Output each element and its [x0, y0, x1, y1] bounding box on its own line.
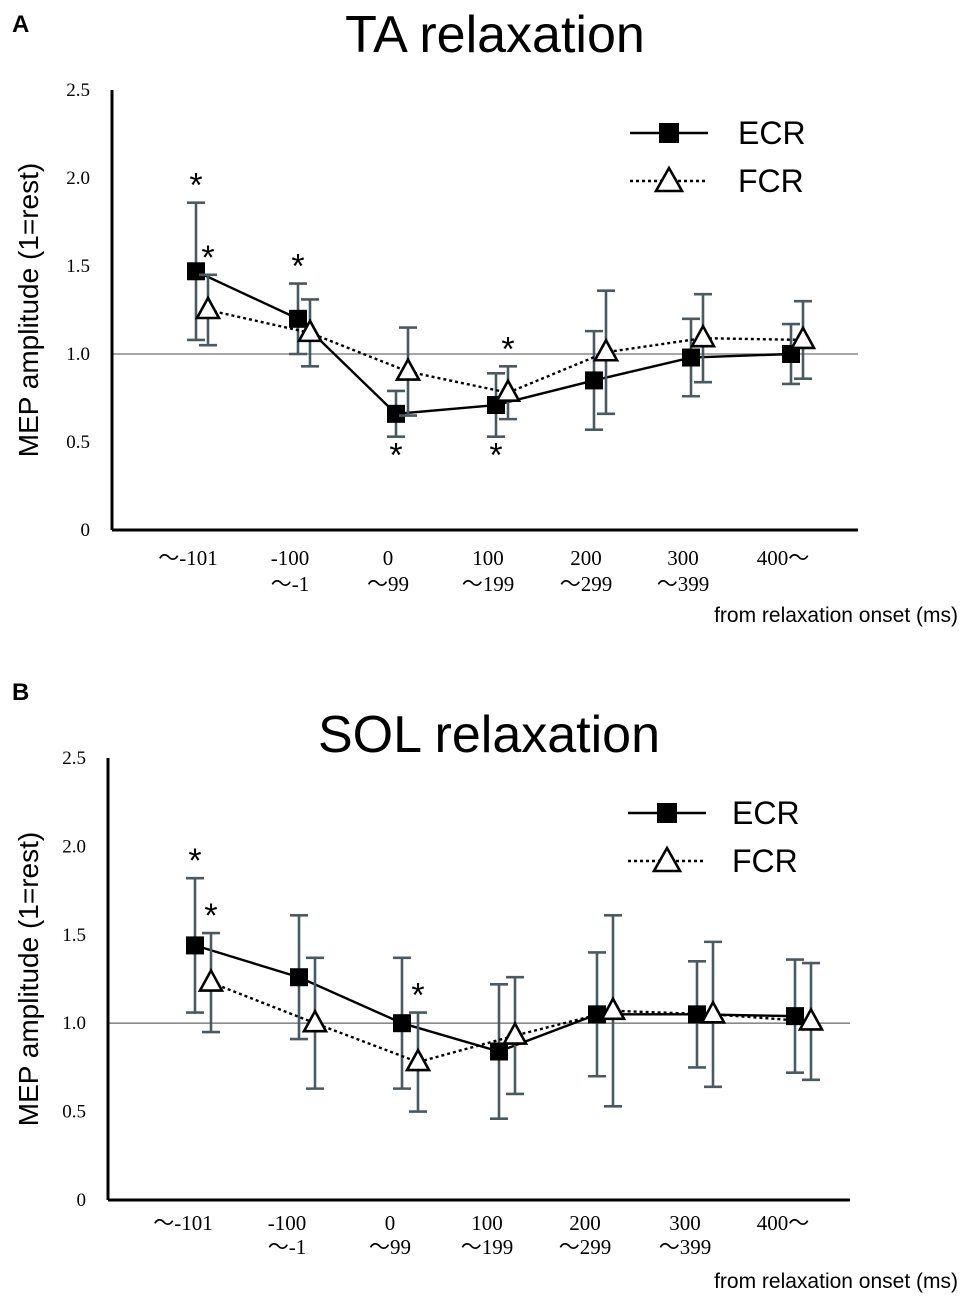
- panel-b-y-tick-label: 2.0: [62, 836, 86, 857]
- panel-b-y-tick-label: 2.5: [62, 748, 86, 769]
- panel-a-series-fcr-point: [789, 325, 817, 350]
- panel-a-series-fcr-point: [296, 318, 324, 343]
- panel-b-title: SOL relaxation: [318, 706, 660, 764]
- panel-a-series-ecr-point: [585, 371, 603, 390]
- panel-b-series-ecr-significance-star: *: [188, 842, 201, 880]
- panel-a-series-fcr-significance-star: *: [501, 330, 514, 368]
- panel-b-letter: B: [12, 679, 29, 706]
- panel-a-y-tick-label: 2.0: [66, 168, 90, 189]
- panel-a-series-fcr-significance-star: *: [201, 239, 214, 277]
- panel-b-y-tick-label: 0: [77, 1190, 87, 1211]
- panel-b-x-tick-label: -100: [268, 1211, 307, 1235]
- panel-b-x-tick-label-sub: ～99: [369, 1235, 411, 1259]
- panel-b-x-tick-label: 100: [471, 1211, 503, 1235]
- panel-a-x-tick-label-sub: ～-1: [271, 572, 310, 596]
- panel-a-legend-ecr-marker: [659, 123, 679, 143]
- panel-a-series-ecr-point: [682, 348, 700, 367]
- panel-b-legend-ecr-marker: [657, 803, 677, 823]
- panel-a-series-ecr-point: [387, 404, 405, 423]
- panel-b-x-tick-label-sub: ～399: [659, 1235, 712, 1259]
- panel-a-y-axis-label: MEP amplitude (1=rest): [13, 163, 44, 457]
- panel-b-series-ecr-point: [786, 1007, 804, 1026]
- panel-a-legend-fcr-label: FCR: [738, 163, 804, 199]
- panel-b-legend-fcr-label: FCR: [732, 843, 798, 879]
- panel-b-series-fcr-point: [301, 1008, 329, 1033]
- panel-b-x-axis-label: from relaxation onset (ms): [714, 1270, 958, 1293]
- panel-b-series-ecr-point: [393, 1014, 411, 1033]
- panel-b-series-ecr-point: [688, 1005, 706, 1024]
- panel-a-x-tick-label: 200: [570, 546, 602, 570]
- panel-b-series-ecr-point: [490, 1042, 508, 1061]
- panel-a-y-tick-label: 2.5: [66, 80, 90, 101]
- panel-b-y-tick-label: 1.5: [62, 925, 86, 946]
- panel-b-series-fcr-point: [501, 1020, 529, 1045]
- panel-a-series-ecr-point: [289, 309, 307, 328]
- panel-b-x-tick-label: ～-101: [153, 1211, 213, 1235]
- panel-b-series-fcr-point: [599, 996, 627, 1021]
- panel-b-y-tick-label: 1.0: [62, 1013, 86, 1034]
- panel-b-series-fcr-point: [197, 967, 225, 992]
- panel-a-x-tick-label: ～-101: [158, 546, 218, 570]
- panel-a-series-fcr-point: [494, 378, 522, 403]
- panel-b-series-fcr-point: [404, 1047, 432, 1072]
- panel-a-letter: A: [12, 11, 29, 38]
- panel-b-series-fcr-significance-star: *: [411, 977, 424, 1015]
- panel-b-y-tick-label: 0.5: [62, 1102, 86, 1123]
- panel-a-x-tick-label: 300: [667, 546, 699, 570]
- panel-a-x-tick-label: 400～: [757, 546, 810, 570]
- panel-a-y-tick-label: 0.5: [66, 432, 90, 453]
- panel-b-series-ecr-point: [290, 968, 308, 987]
- panel-a-x-tick-label-sub: ～99: [367, 572, 409, 596]
- panel-a-x-tick-label: 0: [383, 546, 394, 570]
- panel-b-y-axis-label: MEP amplitude (1=rest): [13, 832, 44, 1126]
- panel-b-x-tick-label-sub: ～299: [559, 1235, 612, 1259]
- panel-a-series-ecr-significance-star: *: [189, 167, 202, 205]
- panel-b-x-tick-label: 200: [569, 1211, 601, 1235]
- panel-a-y-tick-label: 1.0: [66, 344, 90, 365]
- panel-a-x-axis-label: from relaxation onset (ms): [714, 604, 958, 627]
- panel-a-series-ecr-significance-star: *: [389, 437, 402, 475]
- panel-b-series-fcr-point: [797, 1006, 825, 1031]
- panel-b-x-tick-label-sub: ～-1: [268, 1235, 307, 1259]
- panel-a-chart: A TA relaxation 0 0.5 1.0 1.5 2.0 2.5 MEP amplit…: [12, 6, 958, 627]
- panel-a-legend-ecr-label: ECR: [738, 115, 806, 151]
- panel-a-x-tick-label: -100: [271, 546, 310, 570]
- panel-a-x-tick-label-sub: ～399: [657, 572, 710, 596]
- panel-a-series-fcr-point: [394, 356, 422, 381]
- panel-b-x-tick-label: 0: [385, 1211, 396, 1235]
- panel-a-series-fcr-point: [689, 323, 717, 348]
- panel-a-series-ecr-point: [782, 345, 800, 363]
- panel-a-series-fcr-point: [194, 295, 222, 320]
- panel-b-chart: B SOL relaxation 0 0.5 1.0 1.5 2.0 2.5 MEP ampli…: [12, 679, 958, 1293]
- panel-b-legend-fcr-marker: [651, 845, 683, 873]
- panel-b-x-tick-label: 300: [669, 1211, 701, 1235]
- panel-b-series-fcr-significance-star: *: [204, 897, 217, 935]
- panel-a-title: TA relaxation: [345, 6, 645, 64]
- panel-a-series-ecr-significance-star: *: [489, 437, 502, 475]
- panel-a-x-tick-label: 100: [472, 546, 504, 570]
- panel-a-x-tick-label-sub: ～299: [560, 572, 613, 596]
- panel-a-legend-fcr-marker: [653, 165, 685, 193]
- panel-b-series-ecr-point: [186, 936, 204, 955]
- panel-b-x-tick-label: 400～: [757, 1211, 810, 1235]
- panel-a-x-tick-label-sub: ～199: [462, 572, 515, 596]
- panel-a-y-tick-label: 0: [81, 520, 91, 541]
- panel-b-legend-ecr-label: ECR: [732, 795, 800, 831]
- panel-a-series-fcr-point: [592, 337, 620, 362]
- panel-a-series-ecr-significance-star: *: [291, 248, 304, 286]
- panel-b-x-tick-label-sub: ～199: [461, 1235, 514, 1259]
- panel-b-series-fcr-point: [699, 999, 727, 1024]
- panel-a-y-tick-label: 1.5: [66, 256, 90, 277]
